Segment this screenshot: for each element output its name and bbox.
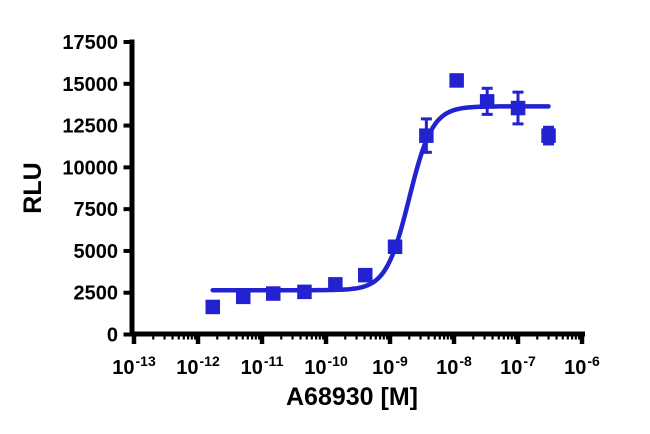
x-tick-label: 10-6 [564,353,600,379]
data-point-marker [479,94,495,109]
x-tick-label: 10-8 [436,353,472,379]
data-point-marker [358,267,373,283]
y-axis-title: RLU [19,162,47,213]
series-layer [205,73,556,315]
y-tick-label: 15000 [62,74,118,96]
axes-layer: 0 2500 5000 7500 10000 12500 15000 17500 10-13 10… [62,32,600,379]
x-tick-label: 10-13 [112,353,156,379]
data-point-marker [419,128,434,143]
data-point-marker [266,286,281,301]
data-point-marker [449,73,464,88]
data-point-marker [510,100,526,116]
y-tick-label: 17500 [62,32,118,54]
y-tick-label: 5000 [74,241,119,263]
data-point-marker [541,128,556,143]
y-tick-label: 2500 [74,283,119,305]
y-tick-label: 0 [107,325,118,347]
x-tick-label: 10-7 [500,353,536,379]
y-tick-label: 7500 [74,199,119,221]
data-point-marker [236,289,251,305]
x-tick-label: 10-10 [304,353,348,379]
y-tick-label: 10000 [62,157,118,179]
x-axis-title: A68930 [M] [286,383,418,411]
x-tick-label: 10-11 [241,353,284,379]
data-point-marker [297,284,312,300]
data-point-marker [328,277,343,292]
y-tick-label: 12500 [62,116,118,138]
fit-curve [210,104,551,293]
x-tick-label: 10-9 [372,353,408,379]
data-point-marker [387,239,403,254]
x-tick-label: 10-12 [176,353,220,379]
data-point-marker [205,299,220,315]
